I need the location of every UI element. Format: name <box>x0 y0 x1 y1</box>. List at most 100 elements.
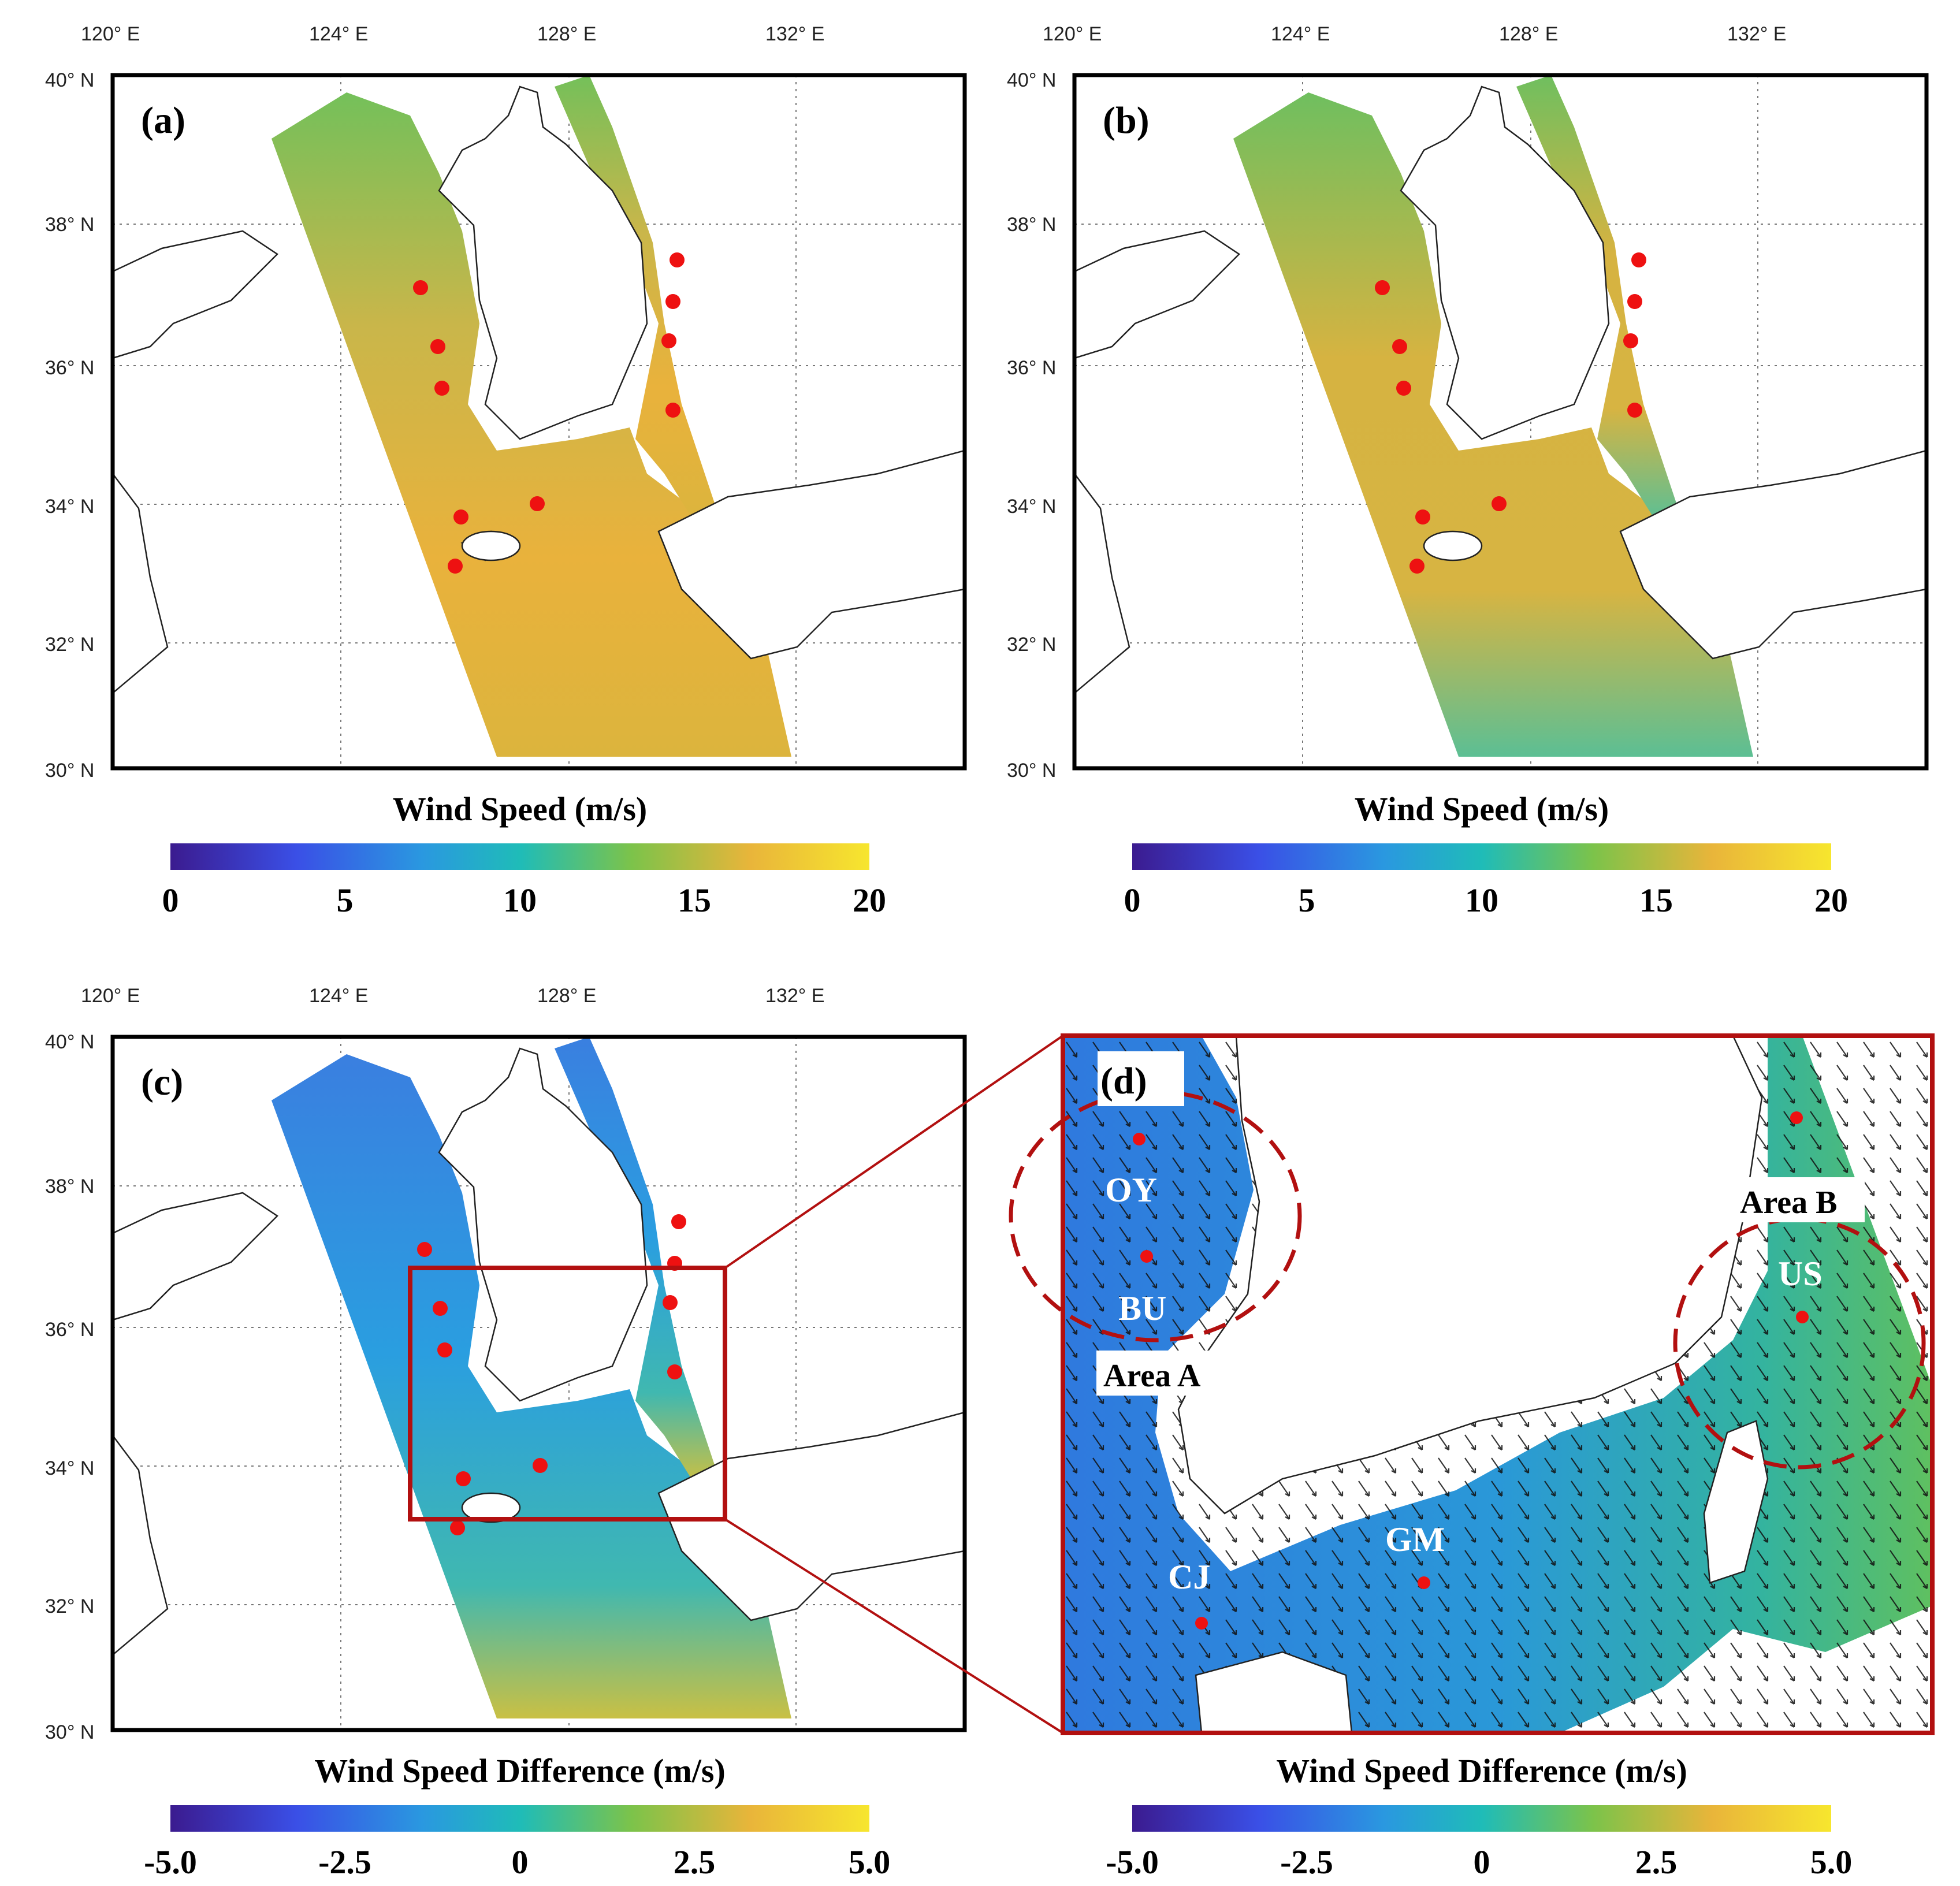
lon-tick-labels: 120° E 124° E 128° E 132° E <box>81 23 824 45</box>
lon-tick: 132° E <box>765 23 824 45</box>
map-frame: (c) <box>110 1035 967 1732</box>
panel-d: OY BU CJ GM US Area A Area B (d) <box>1009 1033 1935 1735</box>
lat-tick: 34° N <box>1007 496 1056 518</box>
lon-tick: 120° E <box>81 23 140 45</box>
panel-c: 120° E 124° E 128° E 132° E 40° N 38° N … <box>45 985 967 1881</box>
lat-tick-labels: 40° N 38° N 36° N 34° N 32° N 30° N <box>1007 69 1056 782</box>
colorbar-title: Wind Speed Difference (m/s) <box>1276 1752 1687 1790</box>
map-frame: (a) <box>110 73 967 771</box>
lon-tick: 124° E <box>1271 23 1330 45</box>
panel-label: (a) <box>141 99 185 142</box>
colorbar-tick: 0 <box>162 881 179 919</box>
site-label: OY <box>1105 1171 1157 1209</box>
panel-label: (b) <box>1103 99 1150 142</box>
lat-tick: 38° N <box>45 214 94 236</box>
colorbar-tick: 20 <box>853 881 886 919</box>
lon-tick: 132° E <box>765 985 824 1007</box>
colorbar-tick: 5 <box>1299 881 1315 919</box>
area-b-circle <box>1673 1217 1926 1470</box>
wind-swath <box>272 92 791 757</box>
zoom-connectors <box>724 1035 1064 1734</box>
coastline <box>111 1047 966 1657</box>
lon-tick: 120° E <box>81 985 140 1007</box>
colorbar-ticks: -5.0 -2.5 0 2.5 5.0 <box>144 1843 890 1881</box>
colorbar <box>170 1805 869 1832</box>
wind-swath <box>1233 92 1753 757</box>
station-markers <box>417 1214 686 1535</box>
colorbar-ticks: 0 5 10 15 20 <box>162 881 887 919</box>
lon-tick: 124° E <box>309 23 368 45</box>
lon-tick: 124° E <box>309 985 368 1007</box>
colorbar-tick: 20 <box>1814 881 1848 919</box>
panel-a: 120° E 124° E 128° E 132° E 40° N 38° N … <box>45 23 967 919</box>
lat-tick: 36° N <box>45 1319 94 1341</box>
colorbar-tick: 2.5 <box>1635 1843 1678 1881</box>
colorbar-tick: 5.0 <box>1810 1843 1853 1881</box>
jeju-island <box>461 530 521 561</box>
jeju-island <box>1195 1651 1353 1734</box>
lon-tick-labels: 120° E 124° E 128° E 132° E <box>1043 23 1786 45</box>
lat-tick: 34° N <box>45 496 94 518</box>
lat-tick: 40° N <box>45 1031 94 1053</box>
colorbar-tick: 5.0 <box>849 1843 891 1881</box>
lon-tick: 132° E <box>1727 23 1786 45</box>
colorbar-tick: 10 <box>1465 881 1498 919</box>
panel-d-colorbar: Wind Speed Difference (m/s) -5.0 -2.5 0 … <box>1106 1752 1852 1881</box>
lon-tick: 128° E <box>1499 23 1558 45</box>
lat-tick: 30° N <box>45 760 94 782</box>
lat-tick: 34° N <box>45 1457 94 1479</box>
colorbar-ticks: 0 5 10 15 20 <box>1124 881 1849 919</box>
lat-tick: 32° N <box>1007 634 1056 656</box>
colorbar-tick: 0 <box>1124 881 1141 919</box>
panel-b: 120° E 124° E 128° E 132° E 40° N 38° N … <box>1007 23 1929 919</box>
colorbar <box>170 843 869 870</box>
coastline <box>1073 85 1928 695</box>
colorbar-tick: 15 <box>678 881 711 919</box>
lon-tick: 128° E <box>537 985 596 1007</box>
lat-tick: 38° N <box>1007 214 1056 236</box>
colorbar-tick: -2.5 <box>318 1843 371 1881</box>
zoom-region-box <box>408 1266 727 1522</box>
map-frame: (b) <box>1072 73 1929 771</box>
lat-tick: 30° N <box>45 1721 94 1743</box>
tsushima-island <box>1703 1420 1769 1584</box>
colorbar-tick: 5 <box>337 881 354 919</box>
site-label: BU <box>1118 1289 1166 1327</box>
site-label: GM <box>1385 1520 1445 1558</box>
colorbar <box>1132 1805 1831 1832</box>
colorbar-tick: 10 <box>503 881 537 919</box>
coastline <box>1177 1035 1763 1515</box>
colorbar-tick: -5.0 <box>1106 1843 1159 1881</box>
colorbar-tick: 15 <box>1639 881 1673 919</box>
colorbar-tick: 0 <box>1474 1843 1490 1881</box>
coastline <box>111 85 966 695</box>
colorbar-tick: -5.0 <box>144 1843 197 1881</box>
area-label: Area B <box>1740 1185 1838 1221</box>
lon-tick: 120° E <box>1043 23 1102 45</box>
lat-tick: 32° N <box>45 1595 94 1617</box>
station-markers <box>1375 252 1646 574</box>
colorbar-title: Wind Speed (m/s) <box>1355 790 1609 828</box>
colorbar-title: Wind Speed Difference (m/s) <box>314 1752 726 1790</box>
lat-tick-labels: 40° N 38° N 36° N 34° N 32° N 30° N <box>45 69 94 782</box>
lat-tick: 32° N <box>45 634 94 656</box>
lat-tick: 38° N <box>45 1176 94 1197</box>
site-label: CJ <box>1168 1558 1210 1596</box>
colorbar-tick: 0 <box>512 1843 529 1881</box>
wind-difference-swath <box>272 1054 791 1718</box>
site-labels: OY BU CJ GM US <box>1105 1171 1823 1596</box>
lat-tick: 40° N <box>1007 69 1056 91</box>
colorbar-tick: -2.5 <box>1280 1843 1333 1881</box>
lat-tick: 40° N <box>45 69 94 91</box>
lat-tick: 36° N <box>1007 357 1056 379</box>
colorbar <box>1132 843 1831 870</box>
colorbar-tick: 2.5 <box>674 1843 716 1881</box>
area-label: Area A <box>1103 1358 1201 1394</box>
lon-tick-labels: 120° E 124° E 128° E 132° E <box>81 985 824 1007</box>
site-label: US <box>1778 1255 1823 1293</box>
jeju-island <box>461 1492 521 1523</box>
colorbar-ticks: -5.0 -2.5 0 2.5 5.0 <box>1106 1843 1852 1881</box>
lat-tick: 30° N <box>1007 760 1056 782</box>
colorbar-title: Wind Speed (m/s) <box>393 790 647 828</box>
